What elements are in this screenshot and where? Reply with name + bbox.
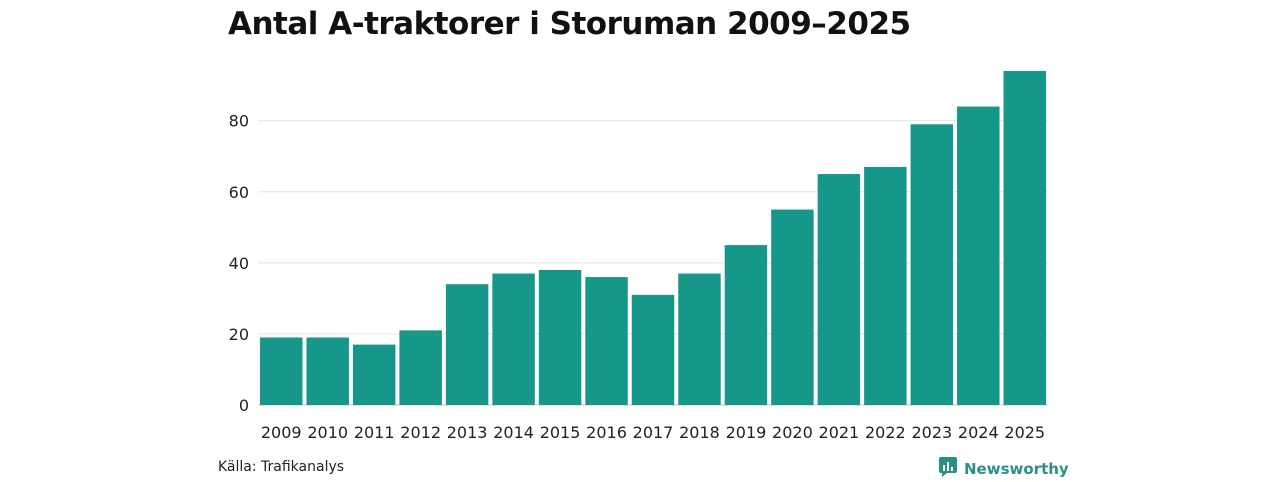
y-tick-label: 80: [229, 112, 249, 131]
chart-title: Antal A-traktorer i Storuman 2009–2025: [228, 6, 911, 42]
x-tick-label: 2011: [354, 423, 395, 442]
bar: [585, 277, 628, 405]
bar: [306, 337, 349, 405]
bar: [910, 124, 954, 405]
bar: [771, 209, 814, 405]
bar: [352, 344, 396, 405]
x-tick-label: 2014: [493, 423, 534, 442]
x-tick-label: 2013: [447, 423, 488, 442]
bar: [1003, 71, 1046, 405]
x-tick-label: 2021: [819, 423, 860, 442]
bar: [445, 284, 489, 405]
bar: [864, 166, 907, 405]
bar: [957, 106, 1000, 405]
y-tick-label: 20: [229, 325, 249, 344]
x-tick-label: 2025: [1004, 423, 1045, 442]
x-tick-label: 2010: [307, 423, 348, 442]
bar: [678, 273, 721, 405]
x-tick-label: 2016: [586, 423, 627, 442]
bar: [817, 174, 861, 405]
bars: [260, 71, 1046, 405]
newsworthy-logo-icon: [938, 456, 958, 482]
x-tick-label: 2015: [540, 423, 581, 442]
bar: [631, 294, 675, 405]
y-axis-tick-labels: 0 20 40 60 80: [229, 112, 249, 415]
x-tick-label: 2019: [726, 423, 767, 442]
y-tick-label: 0: [239, 396, 249, 415]
bar: [724, 245, 768, 405]
x-tick-label: 2024: [958, 423, 999, 442]
brand-name: Newsworthy: [964, 460, 1069, 478]
x-tick-label: 2012: [400, 423, 441, 442]
x-axis-tick-labels: 2009 2010 2011 2012 2013 2014 2015 2016 2017 2018…: [261, 423, 1045, 442]
x-tick-label: 2022: [865, 423, 906, 442]
bar: [260, 337, 303, 405]
y-tick-label: 60: [229, 183, 249, 202]
x-tick-label: 2020: [772, 423, 813, 442]
y-tick-label: 40: [229, 254, 249, 273]
bar: [492, 273, 535, 405]
x-tick-label: 2018: [679, 423, 720, 442]
x-tick-label: 2023: [911, 423, 952, 442]
bar: [538, 269, 582, 405]
bar: [399, 330, 442, 405]
x-tick-label: 2009: [261, 423, 302, 442]
x-tick-label: 2017: [633, 423, 674, 442]
source-note: Källa: Trafikanalys: [218, 459, 345, 475]
brand-logo[interactable]: Newsworthy: [938, 456, 1069, 482]
